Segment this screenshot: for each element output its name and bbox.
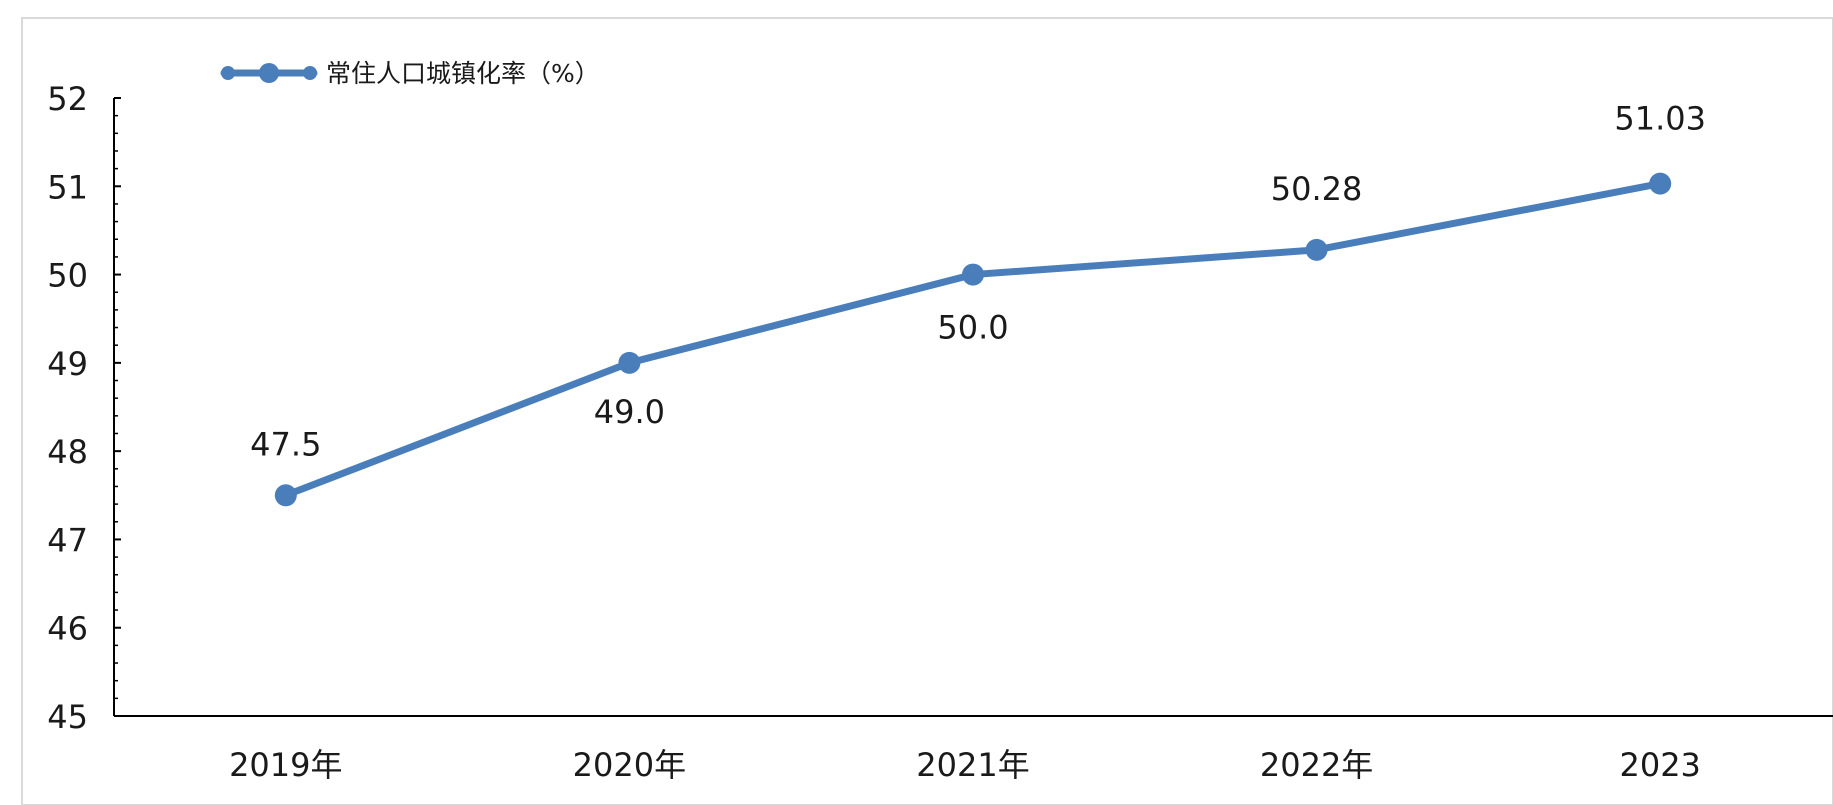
x-axis: 2019年 2020年 2021年 2022年 2023 [114,715,1833,784]
y-tick-label: 50 [47,257,88,295]
x-tick-label: 2023 [1619,746,1700,784]
chart-border [21,17,1833,805]
y-tick-label: 49 [47,345,88,383]
y-tick-label: 47 [47,521,88,559]
x-tick-label: 2019年 [229,746,342,784]
series-line-group: 47.5 49.0 50.0 50.28 51.03 [250,100,1706,507]
legend-marker [259,63,279,83]
legend-marker [303,66,317,80]
data-label: 49.0 [594,393,665,431]
x-tick-label: 2022年 [1260,746,1373,784]
legend: 常住人口城镇化率（%） [220,59,600,88]
y-tick-label: 45 [47,698,88,736]
x-tick-label: 2020年 [573,746,686,784]
data-label: 50.28 [1271,170,1363,208]
data-point [618,351,641,374]
data-point [962,263,984,286]
data-point [274,484,297,507]
legend-label: 常住人口城镇化率（%） [326,59,600,88]
data-point [1649,172,1672,195]
y-axis: 45 46 47 48 49 50 51 52 [47,80,121,736]
y-tick-label: 51 [47,168,88,206]
data-label: 51.03 [1614,100,1706,138]
y-tick-label: 46 [47,610,88,648]
data-label: 47.5 [250,425,321,463]
y-tick-label: 52 [47,80,88,118]
x-tick-label: 2021年 [916,746,1029,784]
data-point [1305,238,1328,261]
data-label: 50.0 [937,309,1008,347]
y-tick-label: 48 [47,433,88,471]
legend-marker [221,66,235,80]
